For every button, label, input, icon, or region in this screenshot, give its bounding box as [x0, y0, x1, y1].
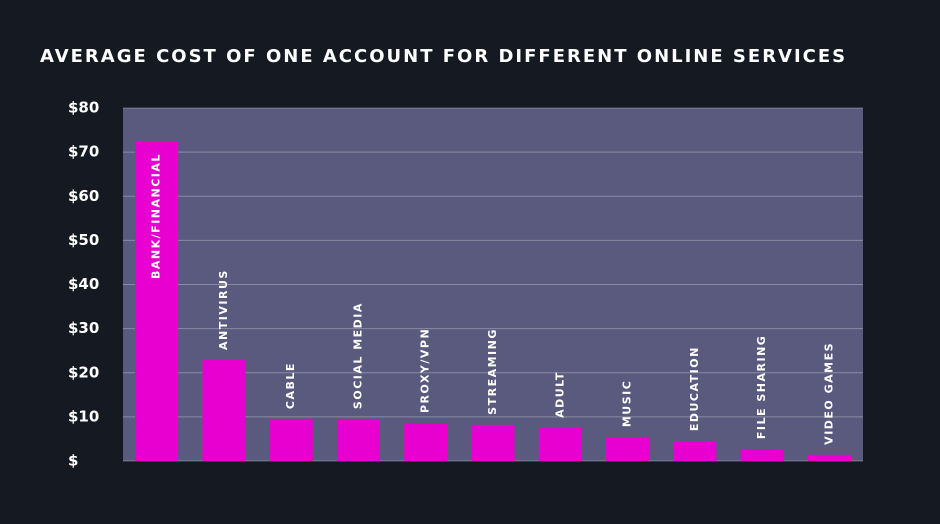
bar: [740, 449, 784, 461]
category-label: BANK/FINANCIAL: [150, 153, 163, 279]
y-tick-label: $50: [68, 231, 99, 249]
y-tick-label: $30: [68, 319, 99, 337]
bar: [135, 141, 179, 461]
y-tick-label: $60: [68, 187, 99, 205]
bar: [404, 423, 448, 461]
bar: [538, 427, 582, 461]
category-label: VIDEO GAMES: [822, 342, 835, 445]
category-label: ANTIVIRUS: [217, 269, 230, 350]
category-label: FILE SHARING: [755, 335, 768, 439]
y-tick-label: $10: [68, 407, 99, 425]
y-tick-label: $40: [68, 275, 99, 293]
chart-title: AVERAGE COST OF ONE ACCOUNT FOR DIFFEREN…: [40, 46, 847, 67]
category-label: SOCIAL MEDIA: [351, 302, 364, 409]
y-tick-label: $80: [68, 99, 99, 117]
y-tick-label: $20: [68, 363, 99, 381]
category-label: PROXY/VPN: [419, 328, 432, 413]
bar: [269, 419, 313, 461]
bar: [471, 424, 515, 461]
category-label: EDUCATION: [688, 346, 701, 431]
y-tick-label: $: [68, 452, 78, 470]
bar: [336, 419, 380, 461]
bar: [673, 441, 717, 461]
y-tick-label: $70: [68, 143, 99, 161]
bar: [202, 359, 246, 461]
category-label: ADULT: [553, 371, 566, 418]
category-label: CABLE: [284, 362, 297, 409]
plot-area: [123, 108, 863, 461]
category-label: STREAMING: [486, 328, 499, 415]
bar: [606, 437, 650, 461]
category-label: MUSIC: [621, 380, 634, 427]
bar: [807, 454, 851, 461]
